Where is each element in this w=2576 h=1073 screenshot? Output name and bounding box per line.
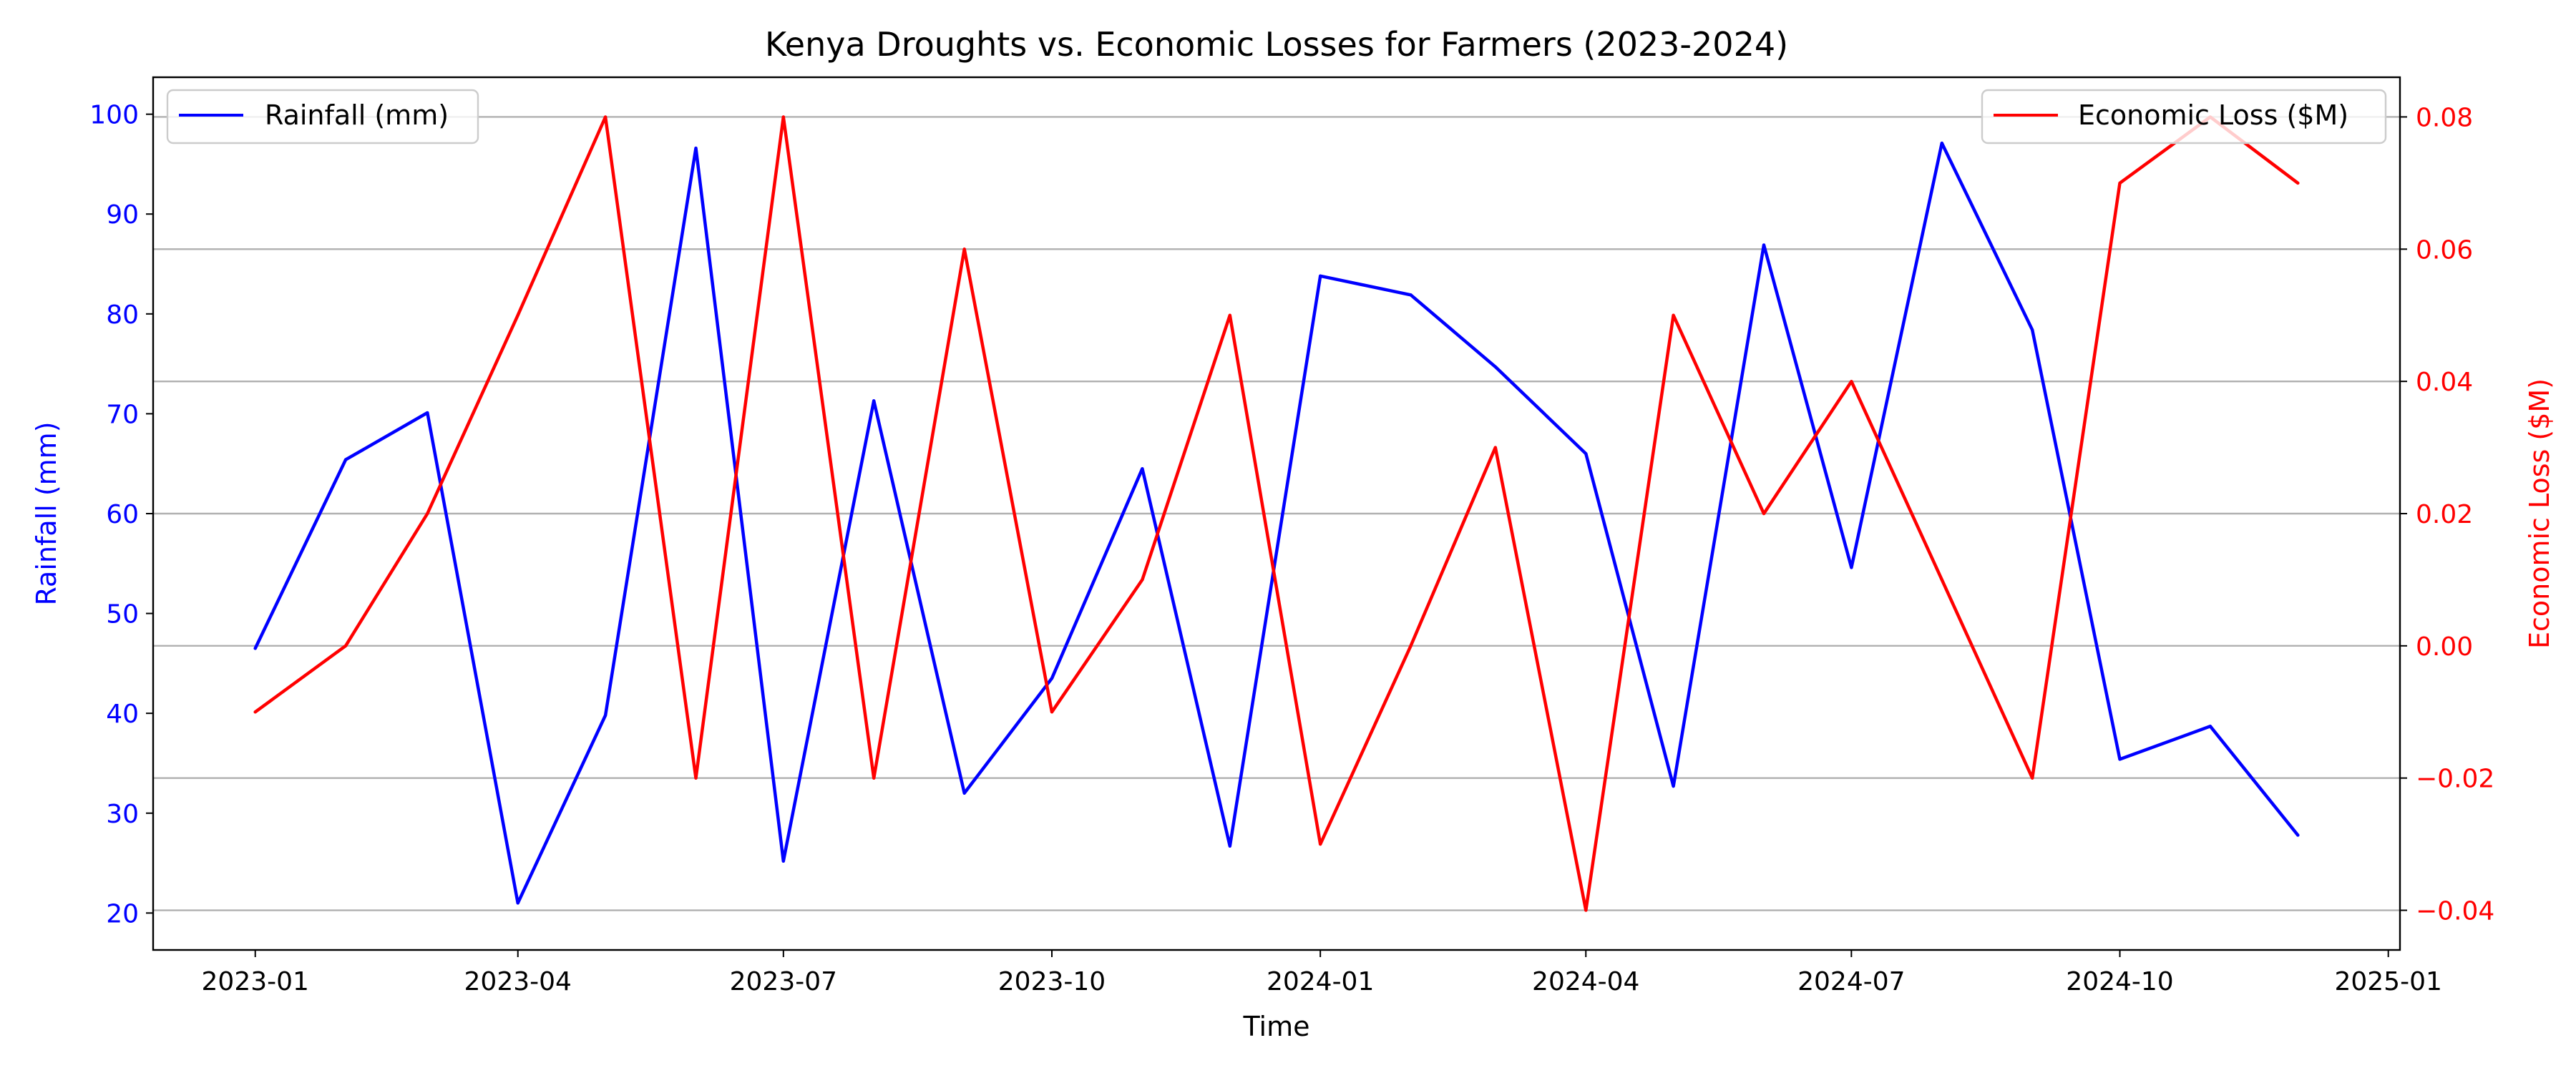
economic-loss-data-point xyxy=(344,644,348,647)
legend-economic-loss-label: Economic Loss ($M) xyxy=(2078,99,2348,131)
rainfall-data-point xyxy=(962,791,966,795)
rainfall-data-point xyxy=(1319,274,1322,278)
gridlines xyxy=(153,116,2400,911)
economic-loss-data-point xyxy=(1050,710,1053,714)
x-tick-label: 2023-04 xyxy=(464,967,572,996)
y-left-tick-label: 70 xyxy=(106,400,139,429)
rainfall-data-point xyxy=(1940,142,1943,145)
legend-rainfall: Rainfall (mm) xyxy=(166,89,479,144)
y-left-tick-label: 100 xyxy=(89,101,139,130)
y-right-tick-label: −0.02 xyxy=(2416,765,2494,794)
rainfall-data-point xyxy=(426,411,429,414)
rainfall-data-point xyxy=(1584,452,1588,456)
legend-economic-loss: Economic Loss ($M) xyxy=(1981,89,2387,144)
rainfall-data-point xyxy=(1850,566,1853,569)
x-tick-label: 2024-10 xyxy=(2066,967,2173,996)
rainfall-data-point xyxy=(2031,328,2034,332)
economic-loss-data-point xyxy=(1672,313,1675,317)
economic-loss-data-point xyxy=(2296,181,2300,185)
y-right-tick-label: 0.02 xyxy=(2416,500,2473,529)
y-right-tick-label: 0.04 xyxy=(2416,368,2473,397)
economic-loss-data-point xyxy=(1584,908,1588,912)
y-left-tick-label: 20 xyxy=(106,899,139,929)
rainfall-data-point xyxy=(1762,243,1765,247)
legend-rainfall-box xyxy=(166,89,479,144)
x-tick-label: 2024-04 xyxy=(1532,967,1639,996)
economic-loss-data-point xyxy=(1409,644,1413,647)
x-tick-label: 2023-10 xyxy=(998,967,1106,996)
y-left-tick-label: 40 xyxy=(106,700,139,729)
series-layer xyxy=(253,115,2300,912)
rainfall-data-point xyxy=(1672,785,1675,788)
rainfall-data-point xyxy=(694,147,698,150)
x-tick-label: 2024-01 xyxy=(1267,967,1374,996)
legend-rainfall-label: Rainfall (mm) xyxy=(265,99,449,131)
economic-loss-series-line xyxy=(253,115,2300,912)
economic-loss-data-point xyxy=(1762,512,1765,515)
economic-loss-data-point xyxy=(2031,776,2034,780)
rainfall-data-point xyxy=(2118,758,2122,761)
economic-loss-data-point xyxy=(1228,313,1231,317)
economic-loss-data-point xyxy=(694,776,698,780)
economic-loss-data-point xyxy=(872,776,876,780)
y-right-tick-label: 0.00 xyxy=(2416,632,2473,662)
y-axis-right: −0.04 −0.02 0.00 0.02 0.04 0.06 0.08 xyxy=(2400,103,2494,926)
economic-loss-data-point xyxy=(1319,843,1322,846)
economic-loss-data-point xyxy=(1493,446,1497,449)
economic-loss-data-point xyxy=(2118,181,2122,185)
rainfall-data-point xyxy=(1141,467,1144,471)
legend-economic-loss-box xyxy=(1981,89,2387,144)
economic-loss-data-point xyxy=(516,313,519,317)
rainfall-data-point xyxy=(781,859,785,863)
rainfall-data-point xyxy=(2296,833,2300,837)
economic-loss-data-point xyxy=(1850,380,1853,383)
chart-title: Kenya Droughts vs. Economic Losses for F… xyxy=(765,25,1788,64)
rainfall-data-point xyxy=(1409,293,1413,297)
rainfall-data-point xyxy=(1050,677,1053,680)
y-axis-left: 20 30 40 50 60 70 80 90 100 xyxy=(89,101,153,929)
y-left-tick-label: 80 xyxy=(106,300,139,330)
economic-loss-data-point xyxy=(426,512,429,515)
y-axis-right-label: Economic Loss ($M) xyxy=(2524,378,2555,649)
economic-loss-data-point xyxy=(1940,578,1943,582)
rainfall-data-point xyxy=(1228,844,1231,848)
y-axis-left-label: Rainfall (mm) xyxy=(31,421,62,605)
rainfall-data-point xyxy=(604,714,608,717)
x-axis: 2023-01 2023-04 2023-07 2023-10 2024-01 2024-… xyxy=(202,950,2442,996)
economic-loss-data-point xyxy=(604,115,608,119)
economic-loss-data-point xyxy=(781,115,785,119)
rainfall-data-point xyxy=(872,399,876,403)
economic-loss-data-point xyxy=(962,248,966,251)
x-axis-label: Time xyxy=(1243,1011,1310,1042)
x-tick-label: 2025-01 xyxy=(2334,967,2441,996)
economic-loss-data-point xyxy=(253,710,257,714)
rainfall-data-point xyxy=(2208,725,2212,728)
rainfall-data-point xyxy=(253,647,257,650)
rainfall-series-line xyxy=(253,141,2300,905)
y-left-tick-label: 30 xyxy=(106,800,139,829)
rainfall-data-point xyxy=(516,901,519,905)
x-tick-label: 2023-07 xyxy=(730,967,837,996)
y-left-tick-label: 60 xyxy=(106,500,139,529)
x-tick-label: 2023-01 xyxy=(202,967,309,996)
economic-loss-data-point xyxy=(1141,578,1144,582)
y-left-tick-label: 90 xyxy=(106,200,139,230)
y-right-tick-label: 0.08 xyxy=(2416,103,2473,132)
rainfall-data-point xyxy=(344,458,348,461)
y-right-tick-label: 0.06 xyxy=(2416,235,2473,265)
y-right-tick-label: −0.04 xyxy=(2416,897,2494,926)
y-left-tick-label: 50 xyxy=(106,600,139,629)
x-tick-label: 2024-07 xyxy=(1797,967,1905,996)
rainfall-data-point xyxy=(1493,365,1497,368)
